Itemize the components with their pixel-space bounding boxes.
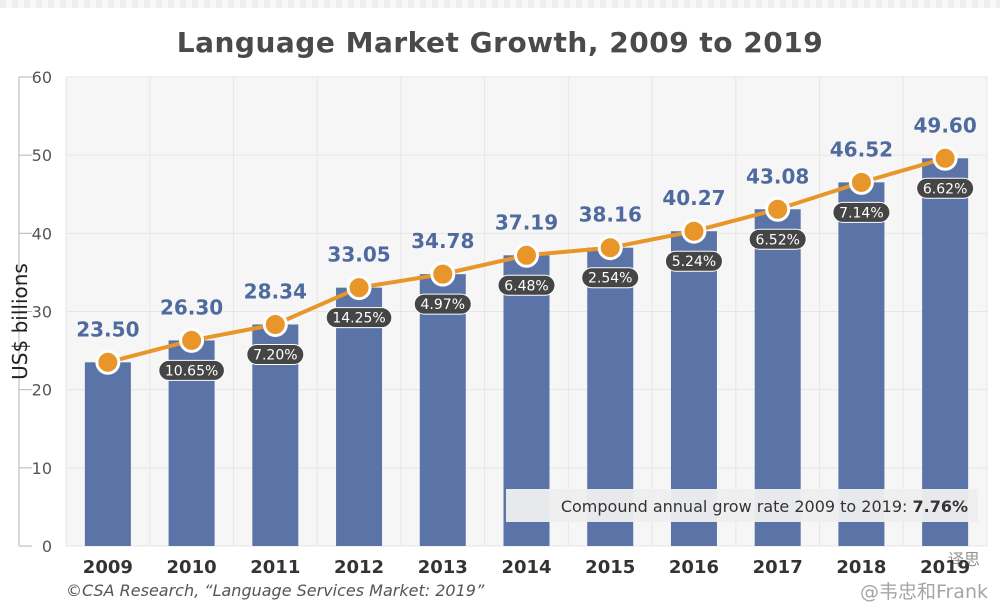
growth-badge-2013 (413, 293, 472, 315)
growth-label-2018: 7.14% (839, 205, 883, 221)
marker-2012 (346, 275, 372, 301)
x-tick-label: 2011 (250, 557, 300, 578)
chart-title: Language Market Growth, 2009 to 2019 (176, 26, 824, 59)
y-tick-label: 20 (32, 381, 52, 400)
x-tick-label: 2015 (585, 557, 635, 578)
marker-2011 (262, 311, 288, 337)
y-tick-label: 0 (42, 537, 52, 556)
marker-2014 (514, 242, 539, 268)
cagr-annotation-box (506, 489, 978, 522)
bar-2012 (336, 287, 383, 546)
top-decorative-strip (0, 0, 1000, 8)
growth-label-2010: 10.65% (165, 363, 218, 379)
value-label-2013: 34.78 (411, 229, 474, 253)
y-axis-label: US$ billions (8, 263, 32, 380)
growth-badge-2018 (832, 201, 891, 223)
marker-2016 (681, 218, 707, 244)
value-label-2015: 38.16 (579, 203, 642, 227)
x-tick-label: 2019 (920, 557, 970, 578)
x-tick-label: 2013 (418, 557, 468, 578)
growth-label-2017: 6.52% (755, 232, 799, 248)
y-tick-label: 40 (32, 224, 52, 243)
y-tick-label: 60 (32, 68, 52, 87)
marker-2015 (597, 235, 623, 261)
marker-2013 (430, 261, 456, 287)
growth-badge-2012 (325, 307, 393, 329)
growth-label-2013: 4.97% (421, 297, 465, 313)
value-label-2010: 26.30 (160, 295, 223, 319)
growth-badge-2011 (246, 343, 305, 365)
growth-label-2019: 6.62% (923, 181, 967, 197)
value-label-2012: 33.05 (327, 243, 390, 267)
value-label-2017: 43.08 (746, 164, 809, 188)
bar-2018 (838, 182, 885, 547)
value-label-2018: 46.52 (830, 137, 893, 161)
growth-badge-2016 (664, 250, 723, 272)
growth-badge-2010 (158, 359, 225, 381)
watermark: @韦忠和Frank (859, 581, 988, 603)
value-label-2011: 28.34 (244, 279, 307, 303)
x-tick-label: 2009 (83, 557, 133, 578)
growth-badge-2019 (916, 177, 975, 199)
bar-2009 (84, 362, 131, 546)
watermark-small: 译思 (947, 550, 980, 569)
x-tick-label: 2018 (836, 557, 886, 578)
value-label-2016: 40.27 (662, 186, 725, 210)
x-tick-label: 2010 (167, 557, 217, 578)
cagr-annotation-value: 7.76% (912, 497, 968, 516)
growth-badge-2014 (497, 274, 556, 296)
cagr-annotation-text: Compound annual grow rate 2009 to 2019: (561, 497, 913, 516)
value-label-2009: 23.50 (76, 317, 139, 341)
y-tick-label: 50 (32, 146, 52, 165)
x-tick-label: 2014 (501, 557, 551, 578)
marker-2019 (932, 145, 958, 171)
x-tick-label: 2017 (753, 557, 803, 578)
marker-2018 (848, 169, 874, 195)
growth-badge-2017 (748, 228, 807, 250)
marker-2010 (179, 327, 205, 353)
growth-label-2016: 5.24% (672, 254, 716, 270)
value-label-2019: 49.60 (914, 113, 977, 137)
x-tick-label: 2016 (669, 557, 719, 578)
value-label-2014: 37.19 (495, 210, 558, 234)
marker-2009 (95, 349, 121, 375)
growth-label-2011: 7.20% (253, 347, 297, 363)
y-tick-label: 10 (32, 459, 52, 478)
bar-2013 (419, 274, 466, 546)
cagr-annotation: Compound annual grow rate 2009 to 2019: … (561, 497, 968, 516)
y-tick-label: 30 (32, 303, 52, 322)
growth-badge-2015 (581, 267, 640, 289)
growth-label-2015: 2.54% (588, 271, 632, 287)
source-credit: ©CSA Research, “Language Services Market… (66, 581, 485, 600)
bar-2019 (922, 158, 969, 546)
growth-label-2014: 6.48% (504, 278, 548, 294)
x-tick-label: 2012 (334, 557, 384, 578)
growth-label-2012: 14.25% (332, 311, 385, 327)
marker-2017 (765, 196, 791, 222)
